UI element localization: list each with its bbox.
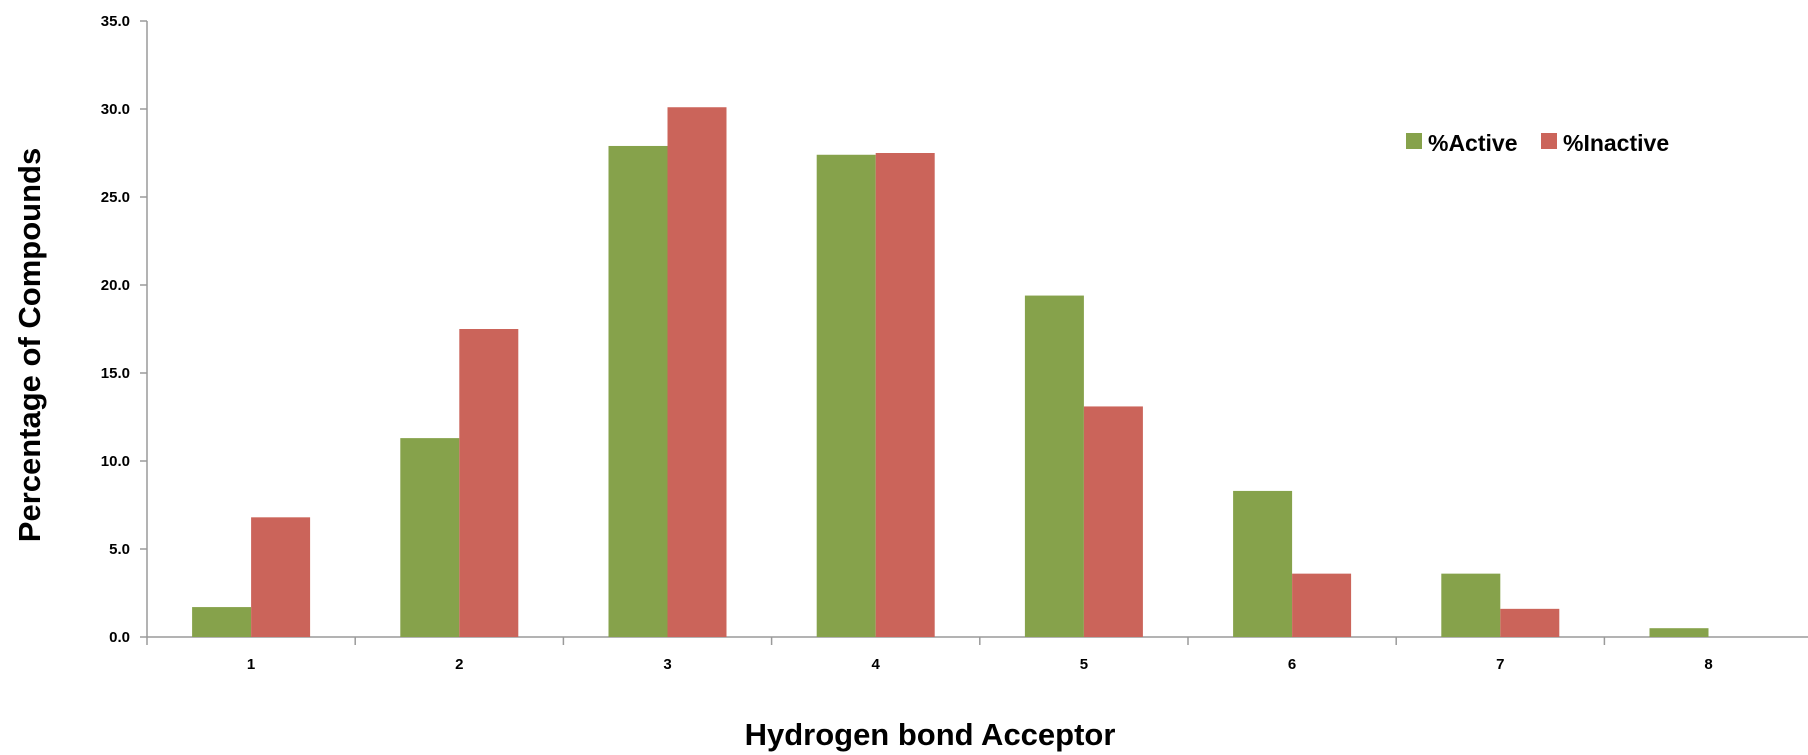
x-axis: 1 2 3 4 5 6 7 8 <box>146 636 1808 673</box>
y-axis-title: Percentage of Compounds <box>12 148 47 542</box>
y-tick-label: 25.0 <box>101 189 130 206</box>
bar-active-7 <box>1441 573 1501 637</box>
bar-inactive-1 <box>251 517 311 637</box>
y-tick-label: 35.0 <box>101 13 130 30</box>
x-tick-label: 8 <box>1704 656 1712 673</box>
x-tick-label: 2 <box>455 656 463 673</box>
y-tick-label: 15.0 <box>101 365 130 382</box>
bar-active-6 <box>1233 490 1293 637</box>
y-tick-label: 20.0 <box>101 277 130 294</box>
bar-inactive-4 <box>875 153 935 637</box>
bar-active-1 <box>192 607 252 637</box>
x-tick-label: 1 <box>247 656 255 673</box>
legend-label-active: %Active <box>1428 130 1517 156</box>
legend-swatch-active <box>1406 133 1422 149</box>
bar-active-4 <box>816 154 876 637</box>
legend-label-inactive: %Inactive <box>1563 130 1669 156</box>
y-tick-label: 0.0 <box>109 629 130 646</box>
bar-inactive-2 <box>459 329 519 637</box>
bar-inactive-3 <box>667 107 727 638</box>
bar-active-5 <box>1024 295 1084 637</box>
y-tick-label: 5.0 <box>109 541 130 558</box>
bar-active-3 <box>608 145 668 637</box>
x-tick-label: 6 <box>1288 656 1296 673</box>
bar-inactive-7 <box>1500 608 1560 637</box>
y-axis: 0.0 5.0 10.0 15.0 20.0 25.0 30.0 35.0 <box>101 13 148 646</box>
legend: %Active %Inactive <box>1406 130 1669 156</box>
bar-active-8 <box>1649 628 1709 637</box>
bar-inactive-5 <box>1083 406 1143 637</box>
x-tick-label: 4 <box>872 656 881 673</box>
x-tick-label: 5 <box>1080 656 1088 673</box>
x-axis-title: Hydrogen bond Acceptor <box>745 717 1116 752</box>
y-tick-label: 10.0 <box>101 453 130 470</box>
bar-inactive-6 <box>1292 573 1352 637</box>
x-tick-label: 7 <box>1496 656 1504 673</box>
bars <box>192 107 1709 638</box>
x-tick-label: 3 <box>663 656 671 673</box>
y-tick-label: 30.0 <box>101 101 130 118</box>
bar-active-2 <box>400 438 460 637</box>
legend-swatch-inactive <box>1541 133 1557 149</box>
